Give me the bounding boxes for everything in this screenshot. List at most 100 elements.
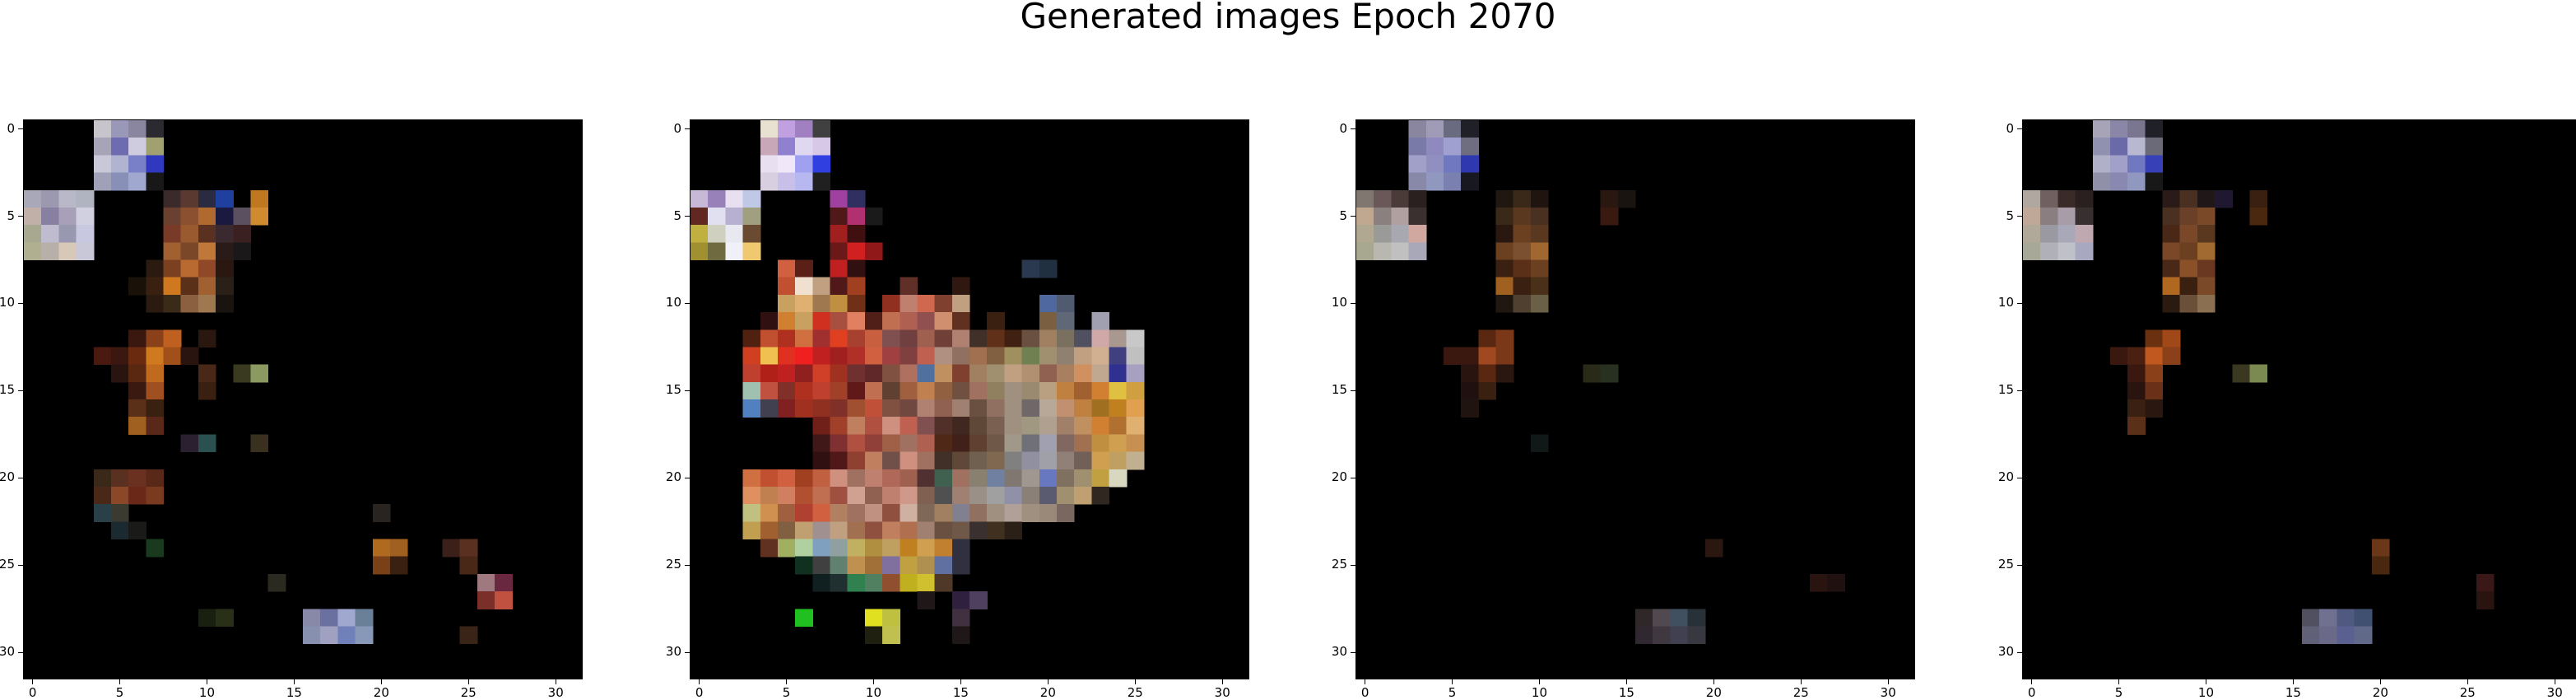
x-tick-label: 15 xyxy=(952,685,969,700)
pixel-cell xyxy=(900,451,918,470)
pixel-cell xyxy=(812,312,831,330)
pixel-cell xyxy=(93,138,112,156)
generated-image-3 xyxy=(1355,119,1915,679)
pixel-cell xyxy=(830,312,849,330)
y-tick-mark xyxy=(2017,302,2023,304)
pixel-cell xyxy=(146,120,165,138)
pixel-cell xyxy=(93,504,112,522)
pixel-cell xyxy=(969,521,988,540)
pixel-cell xyxy=(2179,277,2198,296)
pixel-cell xyxy=(1391,189,1410,208)
y-tick-mark xyxy=(685,302,690,304)
pixel-cell xyxy=(2075,242,2094,261)
x-tick-mark xyxy=(699,679,700,684)
pixel-cell xyxy=(882,294,900,313)
pixel-cell xyxy=(1425,155,1444,174)
pixel-cell xyxy=(1056,294,1075,313)
pixel-cell xyxy=(830,417,849,435)
pixel-cell xyxy=(2109,155,2128,174)
pixel-cell xyxy=(917,573,936,592)
pixel-cell xyxy=(2145,120,2164,138)
pixel-cell xyxy=(847,399,866,418)
pixel-cell xyxy=(2476,591,2495,609)
pixel-cell xyxy=(1478,364,1497,383)
pixel-cell xyxy=(1056,347,1075,366)
pixel-cell xyxy=(969,591,988,609)
pixel-cell xyxy=(2145,347,2164,366)
pixel-cell xyxy=(969,381,988,400)
pixel-cell xyxy=(2197,207,2216,226)
pixel-cell xyxy=(987,486,1005,505)
pixel-cell xyxy=(812,155,831,174)
y-tick-label: 10 xyxy=(665,295,681,310)
pixel-cell xyxy=(146,329,165,348)
y-tick-mark xyxy=(18,651,24,653)
pixel-cell xyxy=(2109,138,2128,156)
pixel-cell xyxy=(830,207,849,226)
pixel-cell xyxy=(777,486,796,505)
pixel-cell xyxy=(777,155,796,174)
pixel-cell xyxy=(830,364,849,383)
pixel-cell xyxy=(495,573,513,592)
pixel-cell xyxy=(1408,242,1427,261)
pixel-cell xyxy=(1039,451,1058,470)
pixel-cell xyxy=(1074,451,1092,470)
pixel-cell xyxy=(951,609,970,628)
pixel-cell xyxy=(198,381,216,400)
pixel-cell xyxy=(969,486,988,505)
pixel-cell xyxy=(987,451,1005,470)
pixel-cell xyxy=(372,556,391,575)
pixel-cell xyxy=(2302,626,2320,645)
pixel-cell xyxy=(1356,225,1374,243)
pixel-cell xyxy=(1600,364,1619,383)
generated-image-1 xyxy=(23,119,583,679)
pixel-cell xyxy=(1109,381,1128,400)
pixel-cell xyxy=(830,329,849,348)
pixel-cell xyxy=(1126,451,1145,470)
pixel-cell xyxy=(777,469,796,488)
y-tick-mark xyxy=(2017,564,2023,566)
pixel-cell xyxy=(1530,294,1549,313)
pixel-cell xyxy=(777,399,796,418)
pixel-cell xyxy=(1513,259,1532,278)
pixel-cell xyxy=(951,556,970,575)
y-tick-label: 30 xyxy=(665,644,681,660)
pixel-cell xyxy=(951,312,970,330)
pixel-cell xyxy=(742,364,761,383)
pixel-cell xyxy=(742,207,761,226)
pixel-cell xyxy=(1074,364,1092,383)
pixel-cell xyxy=(760,521,779,540)
pixel-cell xyxy=(1425,172,1444,191)
pixel-cell xyxy=(2162,259,2181,278)
pixel-cell xyxy=(812,469,831,488)
y-tick-label: 5 xyxy=(673,208,681,223)
pixel-cell xyxy=(1004,381,1023,400)
pixel-cell xyxy=(900,521,918,540)
y-tick-mark xyxy=(685,564,690,566)
pixel-cell xyxy=(320,609,338,628)
pixel-cell xyxy=(812,486,831,505)
pixel-cell xyxy=(1074,469,1092,488)
pixel-cell xyxy=(760,504,779,522)
pixel-cell xyxy=(987,347,1005,366)
x-tick-mark xyxy=(1221,679,1223,684)
pixel-cell xyxy=(1356,207,1374,226)
pixel-cell xyxy=(1530,207,1549,226)
pixel-cell xyxy=(2127,172,2146,191)
pixel-cell xyxy=(917,434,936,453)
pixel-cell xyxy=(128,381,146,400)
y-tick-label: 20 xyxy=(0,469,15,485)
pixel-cell xyxy=(969,451,988,470)
pixel-cell xyxy=(830,225,849,243)
pixel-cell xyxy=(110,347,129,366)
pixel-cell xyxy=(1461,172,1479,191)
pixel-cell xyxy=(2075,189,2094,208)
pixel-cell xyxy=(2162,329,2181,348)
pixel-cell xyxy=(1513,277,1532,296)
pixel-cell xyxy=(882,417,900,435)
pixel-cell xyxy=(41,207,59,226)
pixel-cell xyxy=(934,521,953,540)
pixel-cell xyxy=(233,242,252,261)
pixel-cell xyxy=(1495,347,1514,366)
pixel-cell xyxy=(795,172,813,191)
